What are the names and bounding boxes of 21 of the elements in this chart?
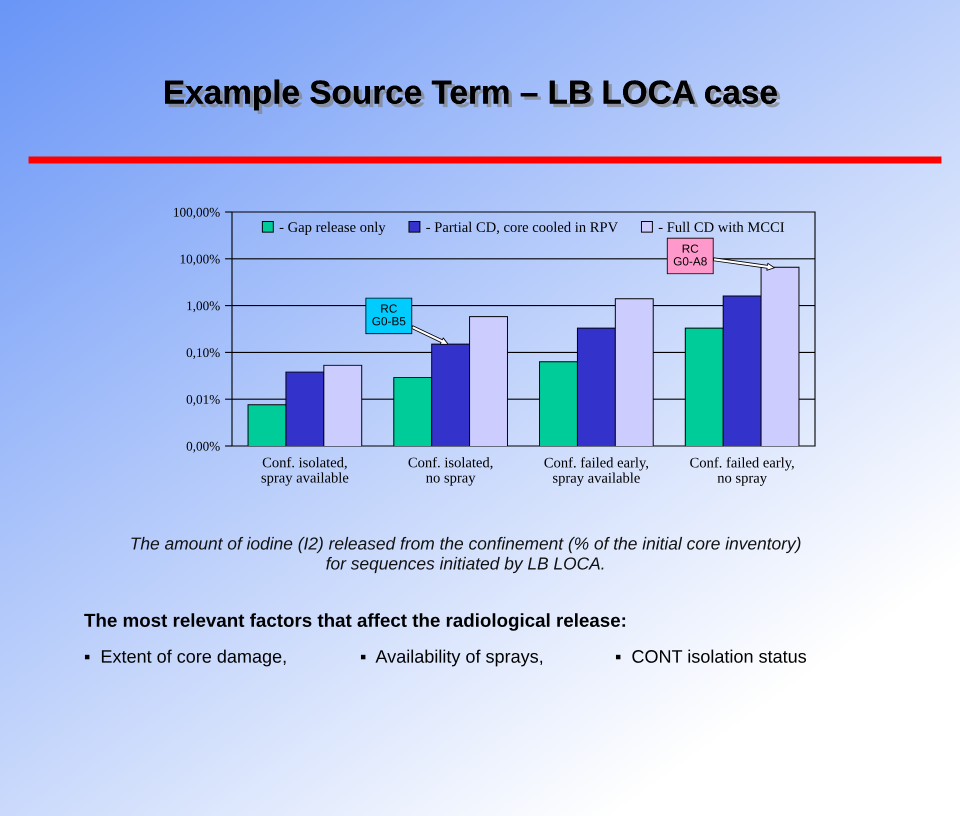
- x-tick-label: Conf. isolated, no spray: [408, 456, 492, 486]
- y-tick-label: 0,10%: [186, 348, 220, 360]
- y-tick-label: 0,01%: [186, 395, 220, 406]
- text: The amount of iodine (I2) released from the confinement (% of the initial core inventory) for sequences initiated by LB LOCA.: [131, 536, 800, 574]
- y-tick-label: 1,00%: [187, 301, 220, 312]
- annotation: RC G0-B5: [372, 304, 406, 326]
- annotation: RC G0-A8: [674, 244, 707, 266]
- chart-title: Example Source Term – LB LOCA case: [165, 79, 780, 114]
- x-tick-label: Conf. failed early, no spray: [690, 457, 794, 486]
- text: ▪ CONT isolation status: [616, 650, 806, 663]
- text: ▪ Availability of sprays,: [360, 650, 542, 666]
- x-tick-label: Conf. failed early, spray available: [544, 457, 648, 486]
- text: ▪ Extent of core damage,: [84, 650, 286, 666]
- y-tick-label: 0,00%: [186, 442, 220, 453]
- text: The most relevant factors that affect the radiological release:: [84, 613, 626, 631]
- y-tick-label: 100,00%: [174, 208, 220, 219]
- y-tick-label: 10,00%: [180, 254, 220, 266]
- legend-label: - Partial CD, core cooled in RPV: [426, 222, 618, 234]
- legend-label: - Full CD with MCCI: [658, 222, 784, 232]
- x-tick-label: Conf. isolated, spray available: [262, 456, 348, 486]
- legend-label: - Gap release only: [280, 222, 386, 236]
